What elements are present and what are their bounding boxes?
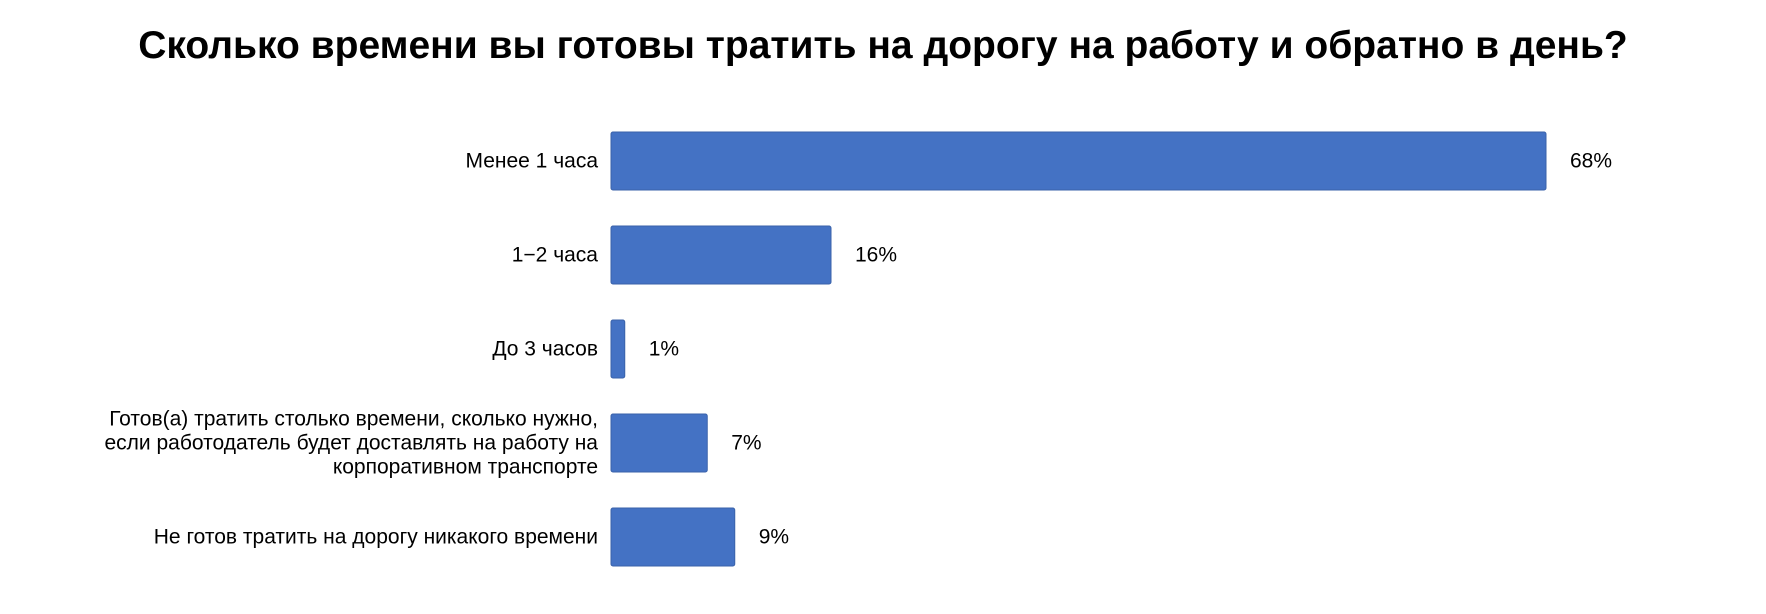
category-label-2-line-0: До 3 часов <box>492 338 598 361</box>
category-labels: Менее 1 часа 1−2 часа До 3 часов Готов(а) т… <box>105 150 599 549</box>
value-labels: 68% 16% 1% 7% 9% <box>649 150 1612 549</box>
bar-3 <box>610 413 708 473</box>
category-label-3-line-0: Готов(а) тратить столько времени, скольк… <box>109 408 598 431</box>
value-label-1: 16% <box>855 244 897 267</box>
category-label-3-line-1: если работодатель будет доставлять на ра… <box>105 432 599 455</box>
category-label-0-line-0: Менее 1 часа <box>465 150 598 173</box>
category-label-3-line-2: корпоративном транспорте <box>333 456 598 479</box>
value-label-2: 1% <box>649 338 679 361</box>
bars-layer <box>610 131 1547 567</box>
chart-title: Сколько времени вы готовы тратить на дор… <box>138 24 1628 67</box>
value-label-4: 9% <box>759 526 789 549</box>
value-label-0: 68% <box>1570 150 1612 173</box>
bar-4 <box>610 507 736 567</box>
bar-0 <box>610 131 1547 191</box>
category-label-1-line-0: 1−2 часа <box>512 244 599 267</box>
value-label-3: 7% <box>731 432 761 455</box>
bar-2 <box>610 319 626 379</box>
bar-1 <box>610 225 832 285</box>
category-label-4-line-0: Не готов тратить на дорогу никакого врем… <box>154 526 598 549</box>
